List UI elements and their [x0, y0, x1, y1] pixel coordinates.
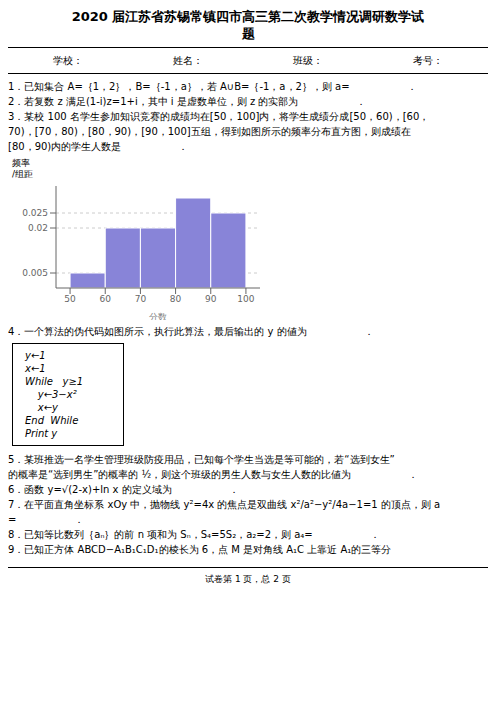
svg-text:80: 80	[170, 294, 182, 304]
html-text:试卷第 1 页，总 2 页: 试卷第 1 页，总 2 页	[205, 574, 291, 584]
html-text:5．某班推选一名学生管理班级防疫用品，已知每个学生当选是等可: 5．某班推选一名学生管理班级防疫用品，已知每个学生当选是等可能的，若“选到女生”	[8, 454, 395, 465]
html-text:While y≥1: While y≥1	[25, 376, 84, 387]
html-text:1．已知集合 A=｛1，2｝，B=｛-1，a｝，若 A∪B=: 1．已知集合 A=｛1，2｝，B=｛-1，a｝，若 A∪B=｛-1，a，2｝，则…	[8, 81, 417, 92]
html-text:x←y: x←y	[25, 402, 58, 413]
html-text:班级：: 班级：	[293, 55, 323, 66]
html-text:End While: End While	[25, 415, 79, 426]
svg-text:100: 100	[237, 294, 254, 304]
html-text:7．在平面直角坐标系 xOy 中，抛物线 y²=4x 的焦点: 7．在平面直角坐标系 xOy 中，抛物线 y²=4x 的焦点是双曲线 x²/a²…	[8, 499, 441, 510]
html-text:学校：: 学校：	[53, 55, 83, 66]
svg-text:70: 70	[135, 294, 147, 304]
html-text:8．已知等比数列｛aₙ｝的前 n 项和为 Sₙ，S₄=5S₂: 8．已知等比数列｛aₙ｝的前 n 项和为 Sₙ，S₄=5S₂，a₂=2，则 a₄…	[8, 529, 380, 540]
svg-text:50: 50	[64, 294, 76, 304]
svg-text:60: 60	[100, 294, 112, 304]
svg-text:0.025: 0.025	[22, 208, 48, 218]
svg-text:分数: 分数	[149, 312, 167, 320]
html-text:3．某校 100 名学生参加知识竞赛的成绩均在[50，100: 3．某校 100 名学生参加知识竞赛的成绩均在[50，100]内，将学生成绩分成…	[8, 111, 430, 122]
html-text:的概率是“选到男生”的概率的 ½，则这个班级的男生人数与女生: 的概率是“选到男生”的概率的 ½，则这个班级的男生人数与女生人数的比値为 ．	[8, 469, 419, 480]
html-text:6．函数 y=√(2-x)+ln x 的定义域为 ．: 6．函数 y=√(2-x)+ln x 的定义域为 ．	[8, 484, 239, 495]
html-text:频率 /组距: 频率 /组距	[12, 158, 33, 179]
html-text:y←3−x²: y←3−x²	[25, 389, 77, 400]
html-text:4．一个算法的伪代码如图所示，执行此算法，最后输出的 y 的: 4．一个算法的伪代码如图所示，执行此算法，最后输出的 y 的値为 ．	[8, 326, 374, 337]
html-text:[80，90)内的学生人数是 ．: [80，90)内的学生人数是 ．	[8, 141, 189, 152]
html-text:Print y: Print y	[25, 428, 58, 439]
svg-text:0.02: 0.02	[28, 223, 48, 233]
html-text:9．已知正方体 ABCD−A₁B₁C₁D₁的棱长为 6，点: 9．已知正方体 ABCD−A₁B₁C₁D₁的棱长为 6，点 M 是对角线 A₁C…	[8, 544, 392, 555]
html-text:题: 题	[241, 26, 255, 41]
svg-text:90: 90	[205, 294, 217, 304]
html-text:70)，[70，80)，[80，90)，[90，100]五组: 70)，[70，80)，[80，90)，[90，100]五组，得到如图所示的频率…	[8, 126, 411, 137]
html-text:x←1: x←1	[25, 363, 46, 374]
svg-text:0.005: 0.005	[22, 268, 48, 278]
html-text:y←1: y←1	[25, 350, 46, 361]
html-text:考号：: 考号：	[413, 55, 443, 66]
html-text:姓名：: 姓名：	[173, 55, 203, 66]
html-text:2．若复数 z 满足(1-i)z=1+i，其中 i 是虚数单: 2．若复数 z 满足(1-i)z=1+i，其中 i 是虚数单位，则 z 的实部为…	[8, 96, 366, 107]
html-text:2020 届江苏省苏锡常镇四市高三第二次教学情况调研数学试: 2020 届江苏省苏锡常镇四市高三第二次教学情况调研数学试	[71, 9, 425, 24]
